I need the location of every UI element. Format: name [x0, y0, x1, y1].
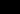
FancyBboxPatch shape [4, 3, 6, 4]
Text: 濃硫酸: 濃硫酸 [0, 0, 20, 12]
FancyBboxPatch shape [10, 6, 11, 7]
Text: 或: 或 [1, 0, 13, 14]
Text: 用于减水剂等: 用于减水剂等 [0, 2, 20, 14]
Text: 母液: 母液 [0, 0, 15, 14]
Text: 亚钙溶液: 亚钙溶液 [0, 0, 20, 13]
Text: 滤饥: 滤饥 [5, 0, 20, 14]
FancyBboxPatch shape [5, 8, 7, 9]
Text: 中和: 中和 [0, 0, 18, 14]
Text: 精萸: 精萸 [0, 0, 16, 12]
FancyBboxPatch shape [5, 7, 7, 8]
Text: 稀释: 稀释 [0, 0, 19, 14]
Text: 粗萸酚: 粗萸酚 [0, 0, 20, 13]
Text: 一煮沫: 一煮沫 [0, 0, 20, 13]
Text: 酸化: 酸化 [2, 0, 20, 12]
FancyBboxPatch shape [4, 4, 6, 5]
Text: 酚钙液: 酚钙液 [0, 1, 20, 14]
Text: 结晶包装: 结晶包装 [0, 1, 20, 14]
FancyBboxPatch shape [10, 10, 12, 11]
Text: 磺化: 磺化 [0, 0, 18, 13]
Text: 简容: 简容 [0, 0, 19, 14]
Text: 2: 2 [8, 0, 17, 12]
Text: SO: SO [7, 0, 20, 14]
Text: 固体物: 固体物 [0, 1, 20, 14]
